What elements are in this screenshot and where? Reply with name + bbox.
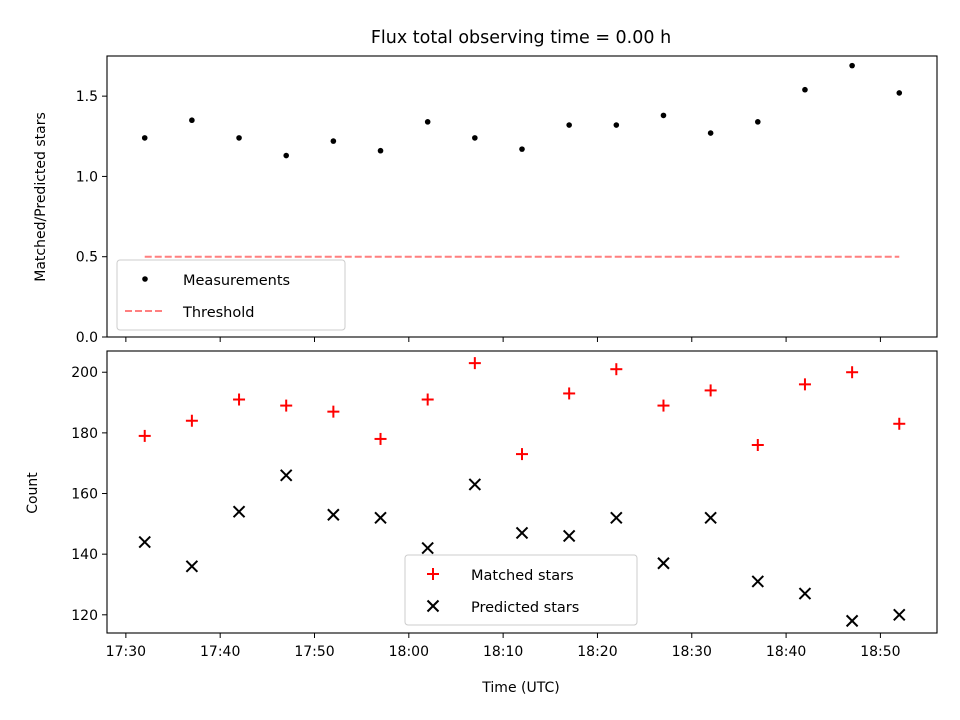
xtick-label: 18:00 (389, 644, 429, 660)
xtick-label: 18:20 (577, 644, 617, 660)
measurement-point (330, 138, 337, 144)
legend-label: Matched stars (471, 568, 574, 584)
predicted-star-point (893, 608, 906, 622)
xtick-label: 17:40 (200, 644, 240, 660)
measurement-point (754, 119, 761, 125)
predicted-star-point (845, 614, 859, 628)
measurement-point (236, 135, 242, 141)
top-panel: 0.0 0.5 1.0 1.5 Measurements Threshold (76, 55, 938, 346)
top-ytick-label: 1.0 (76, 169, 98, 185)
bottom-y-axis-label: Count (25, 472, 41, 514)
legend-label: Measurements (183, 273, 290, 289)
measurement-point (566, 122, 572, 128)
top-ytick-label: 1.5 (76, 89, 98, 105)
measurement-point (472, 135, 478, 141)
measurement-point (707, 130, 714, 136)
legend-label: Threshold (182, 305, 254, 321)
predicted-star-point (751, 575, 765, 588)
top-ytick-label: 0.5 (76, 250, 98, 266)
measurement-point (802, 86, 808, 93)
predicted-star-point (610, 511, 623, 524)
measurement-point (283, 152, 290, 159)
measurement-point (141, 135, 148, 141)
x-axis-label: Time (UTC) (481, 680, 559, 696)
measurement-point (424, 119, 431, 125)
predicted-star-point (562, 529, 576, 543)
predicted-star-point (232, 505, 246, 518)
predicted-star-point (185, 560, 199, 573)
xtick-label: 17:50 (294, 644, 334, 660)
top-ytick-label: 0.0 (76, 330, 98, 346)
bottom-ytick-label: 120 (71, 608, 98, 624)
legend-box (116, 259, 346, 331)
predicted-star-point (279, 469, 293, 482)
predicted-star-point (421, 541, 434, 555)
predicted-star-point (515, 526, 529, 540)
legend-measurement-marker (142, 276, 148, 282)
measurement-point (849, 62, 855, 69)
measurement-point (189, 117, 195, 124)
measurement-point (896, 90, 903, 96)
legend-predicted-marker (426, 599, 440, 613)
top-y-axis-label: Matched/Predicted stars (33, 112, 49, 282)
xtick-label: 18:50 (860, 644, 900, 660)
bottom-frame (106, 350, 938, 634)
bottom-ytick-label: 200 (71, 365, 98, 381)
xtick-label: 17:30 (106, 644, 146, 660)
measurement-point (377, 147, 384, 154)
predicted-star-point (798, 587, 812, 600)
legend-box (404, 554, 638, 626)
predicted-star-point (704, 511, 717, 524)
top-frame (106, 55, 938, 338)
predicted-star-point (138, 535, 151, 549)
chart-title: Flux total observing time = 0.00 h (371, 28, 671, 48)
bottom-panel: 120 140 160 180 200 17:30 17:40 17:50 18:00 18:10… (71, 350, 938, 660)
measurement-point (519, 146, 525, 152)
predicted-star-point (327, 508, 340, 521)
predicted-star-point (468, 478, 482, 491)
measurement-point (660, 112, 667, 119)
bottom-ytick-label: 140 (71, 547, 98, 563)
bottom-ytick-label: 160 (71, 487, 98, 503)
predicted-star-point (657, 557, 670, 570)
xtick-label: 18:10 (483, 644, 523, 660)
measurement-point (613, 122, 620, 128)
bottom-ytick-label: 180 (71, 426, 98, 442)
xtick-label: 18:40 (766, 644, 806, 660)
legend-label: Predicted stars (471, 600, 579, 616)
predicted-star-point (374, 511, 387, 524)
xtick-label: 18:30 (672, 644, 712, 660)
